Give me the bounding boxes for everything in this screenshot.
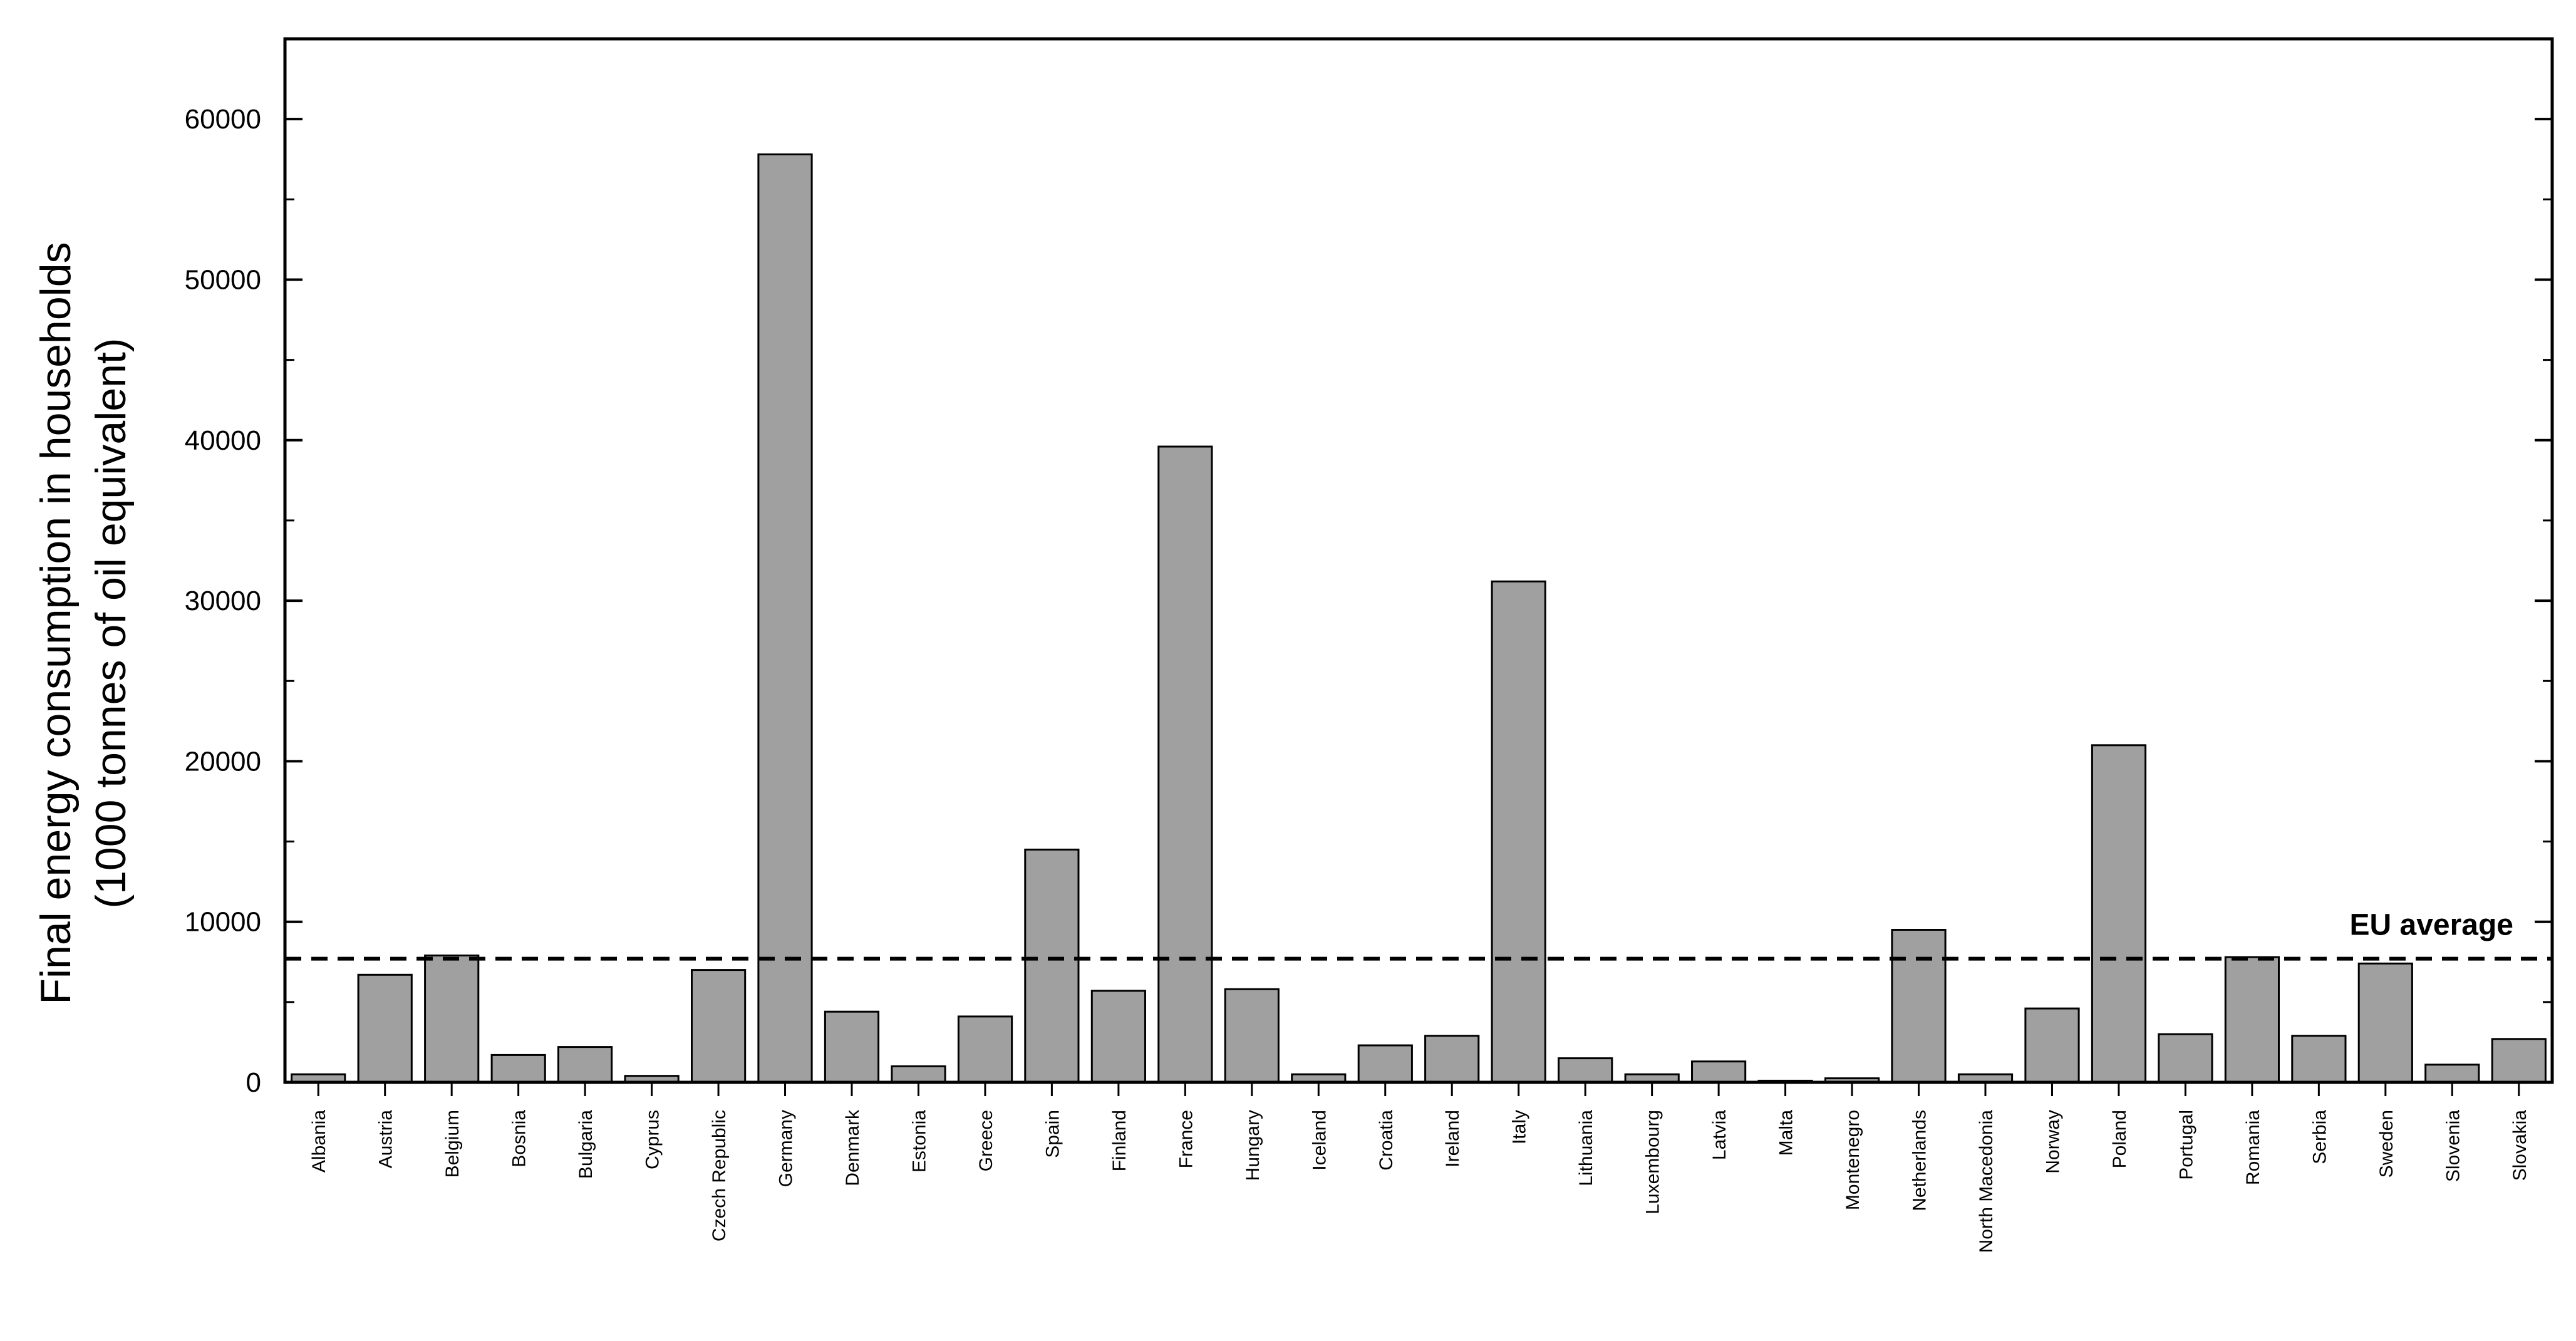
bar-denmark [824,1010,880,1084]
x-tick-label: Hungary [1243,1110,1263,1181]
bar-belgium [424,955,480,1084]
bar-norway [2024,1007,2080,1084]
bar-germany [757,153,813,1084]
x-tick-label: Greece [976,1110,996,1171]
x-tick-label: Sweden [2376,1110,2397,1178]
bar-serbia [2291,1035,2347,1084]
bar-portugal [2158,1033,2213,1084]
eu-average-label: EU average [2350,909,2514,942]
bar-bosnia [490,1054,546,1084]
plot-frame [283,37,2554,1084]
x-tick-label: Latvia [1709,1110,1730,1160]
x-tick-label: Spain [1042,1110,1063,1158]
x-tick-label: Estonia [909,1110,930,1173]
bar-netherlands [1891,929,1947,1084]
y-axis-label-line2: (1000 tonnes of oil equivalent) [87,338,135,908]
bar-greece [957,1015,1013,1084]
bar-romania [2224,956,2280,1084]
x-tick-label: Netherlands [1910,1110,1930,1211]
bar-slovakia [2491,1038,2547,1084]
x-tick-label: Romania [2243,1110,2263,1185]
y-tick-label: 10000 [185,907,261,938]
x-tick-label: Ireland [1442,1110,1463,1168]
y-tick-label: 50000 [185,264,261,295]
bar-italy [1491,580,1546,1084]
x-tick-label: Belgium [442,1110,463,1178]
x-tick-label: North Macedonia [1976,1110,1997,1253]
bar-finland [1090,990,1147,1084]
y-tick-label: 20000 [185,746,261,777]
y-tick-label: 40000 [185,425,261,456]
bar-ireland [1424,1035,1480,1084]
x-tick-label: Austria [376,1110,396,1169]
x-tick-label: Poland [2109,1110,2130,1168]
x-tick-label: Bulgaria [576,1110,596,1179]
bar-croatia [1357,1044,1413,1084]
bar-bulgaria [557,1046,613,1084]
x-tick-label: Croatia [1376,1110,1397,1171]
bar-poland [2091,744,2147,1084]
bar-czech-republic [691,969,747,1084]
x-tick-label: Bosnia [509,1110,530,1168]
x-tick-label: Luxembourg [1643,1110,1663,1214]
y-axis-label-line1: Final energy consumption in households [32,242,80,1004]
y-tick-label: 60000 [185,104,261,135]
bar-hungary [1224,988,1280,1084]
x-tick-label: Denmark [842,1109,863,1186]
x-tick-label: Cyprus [643,1110,663,1169]
x-tick-label: Iceland [1309,1110,1330,1171]
bar-france [1157,445,1213,1084]
x-tick-label: Montenegro [1843,1110,1863,1210]
y-tick-label: 30000 [185,586,261,616]
bar-lithuania [1558,1057,1613,1084]
x-tick-label: Germany [776,1110,797,1187]
x-tick-label: France [1176,1110,1196,1168]
y-tick-label: 0 [246,1067,261,1098]
bar-latvia [1691,1060,1747,1084]
x-tick-label: Albania [309,1110,329,1173]
bar-spain [1024,848,1080,1084]
x-tick-label: Norway [2043,1110,2064,1174]
bar-estonia [891,1065,946,1084]
bar-slovenia [2424,1064,2480,1084]
x-tick-label: Malta [1776,1110,1797,1156]
x-tick-label: Serbia [2309,1110,2330,1164]
x-tick-label: Slovakia [2510,1110,2530,1181]
x-tick-label: Italy [1509,1110,1530,1144]
x-tick-label: Czech Republic [709,1110,730,1241]
bar-sweden [2357,962,2413,1084]
x-tick-label: Finland [1109,1110,1130,1171]
x-tick-label: Lithuania [1576,1110,1596,1186]
x-tick-label: Slovenia [2443,1110,2463,1182]
bar-austria [357,973,413,1084]
x-tick-label: Portugal [2176,1110,2196,1180]
